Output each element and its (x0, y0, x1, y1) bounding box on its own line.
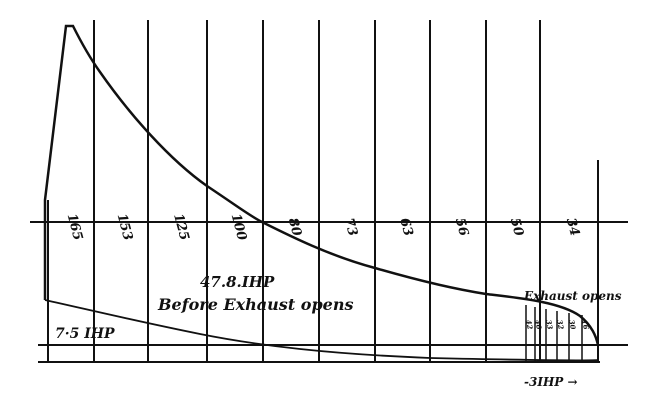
ordinate-label: 125 (170, 212, 192, 242)
ordinate-labels: 165 153 125 100 80 73 63 56 50 34 (64, 212, 582, 242)
expansion-curve (43, 24, 600, 346)
back-power-label: 7·5 IHP (55, 326, 115, 342)
ordinate-label: 80 (285, 216, 304, 237)
ordinate-lines (47, 20, 599, 362)
ordinate-label: 34 (563, 216, 582, 237)
ordinate-label: 50 (507, 216, 526, 237)
exhaust-power-label: -3IHP → (524, 375, 578, 389)
ordinate-label: 165 (64, 212, 86, 242)
ordinate-label: 63 (396, 216, 415, 237)
main-power-label: 47.8.IHP (200, 273, 275, 291)
ordinate-label: 73 (341, 216, 360, 237)
exhaust-label: Exhaust opens (523, 289, 622, 303)
ordinate-label: 153 (114, 212, 136, 242)
small-ordinate-label: 40 (533, 319, 544, 330)
ordinate-label: 56 (452, 216, 471, 237)
small-ordinate-label: 32 (555, 319, 566, 330)
small-ordinate-label: 16 (580, 319, 591, 330)
small-ordinate-label: 30 (567, 319, 578, 330)
small-ordinate-lines (525, 305, 583, 362)
small-ordinate-label: 42 (524, 319, 535, 330)
ordinate-label: 100 (228, 212, 250, 242)
main-caption-label: Before Exhaust opens (157, 295, 353, 314)
back-pressure-curve (44, 299, 599, 362)
small-ordinate-label: 33 (544, 319, 555, 330)
